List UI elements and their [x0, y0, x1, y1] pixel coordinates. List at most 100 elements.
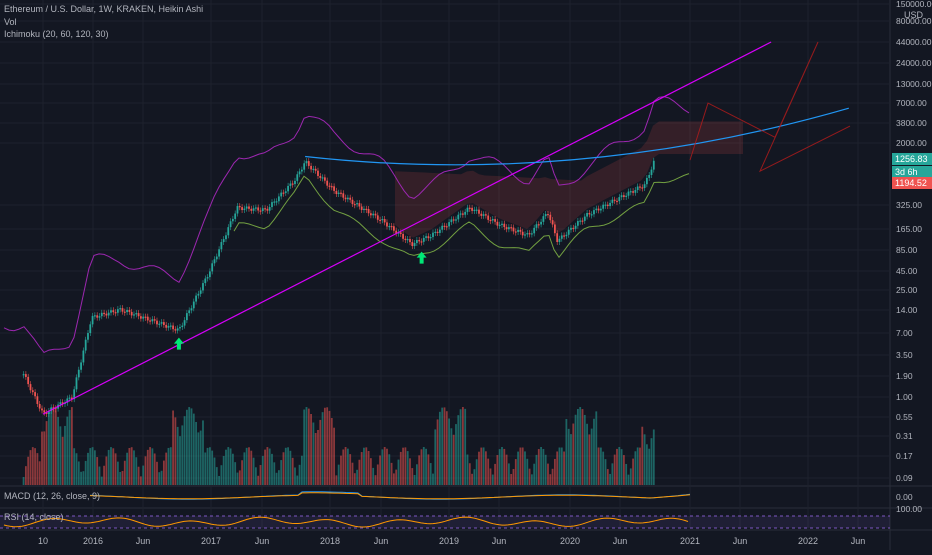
volume-bar — [544, 454, 547, 485]
volume-bar — [259, 465, 262, 485]
volume-legend[interactable]: Vol — [4, 17, 17, 27]
symbol-legend[interactable]: Ethereum / U.S. Dollar, 1W, KRAKEN, Heik… — [4, 4, 204, 14]
candle — [59, 402, 62, 405]
candle — [321, 177, 324, 179]
volume-bar — [448, 418, 450, 485]
candle — [494, 219, 496, 222]
volume-bar — [307, 408, 310, 485]
candle — [105, 313, 108, 316]
candle — [429, 237, 432, 239]
volume-bar — [282, 452, 285, 485]
volume-bar — [61, 436, 64, 485]
candle — [333, 186, 335, 191]
volume-bar — [47, 412, 50, 485]
rsi-legend[interactable]: RSI (14, close) — [4, 512, 64, 522]
candle — [425, 236, 427, 238]
volume-bar — [452, 434, 455, 485]
volume-bar — [356, 469, 358, 485]
volume-bar — [487, 458, 490, 485]
candle — [383, 219, 386, 223]
candle — [524, 234, 526, 236]
volume-bar — [36, 453, 39, 485]
candle — [61, 402, 64, 404]
volume-bar — [220, 465, 223, 485]
candle — [142, 316, 145, 319]
candle — [289, 183, 292, 186]
volume-bar — [413, 474, 416, 485]
volume-bar — [349, 454, 352, 485]
y-tick-label: 150000.00 — [896, 0, 932, 9]
candle — [156, 320, 158, 325]
volume-bar — [386, 448, 388, 485]
volume-bar — [328, 410, 331, 485]
candle — [29, 384, 32, 391]
volume-bar — [397, 459, 400, 485]
candle — [409, 239, 411, 243]
volume-bar — [70, 407, 73, 485]
candle — [264, 208, 266, 210]
candle — [549, 214, 552, 221]
x-tick-label: Jun — [136, 536, 151, 546]
y-tick-label: 325.00 — [896, 200, 922, 210]
volume-bar — [616, 448, 618, 485]
rsi-line — [3, 516, 689, 528]
candle — [307, 161, 310, 166]
volume-bar — [275, 472, 278, 485]
volume-bar — [611, 463, 614, 485]
candle — [119, 308, 122, 310]
candle — [344, 197, 347, 200]
candle — [273, 201, 276, 203]
volume-bar — [418, 455, 421, 485]
candle — [202, 283, 204, 291]
y-tick-label: 85.00 — [896, 245, 918, 255]
volume-bar — [22, 477, 25, 485]
candle — [183, 320, 186, 326]
volume-bar — [38, 461, 41, 485]
volume-bar — [303, 409, 306, 485]
volume-bar — [176, 426, 179, 485]
volume-bar — [314, 432, 317, 485]
volume-bar — [268, 448, 271, 485]
candle — [266, 208, 269, 211]
volume-bar — [625, 463, 628, 485]
volume-bar — [549, 474, 552, 485]
y-tick-label: 1.00 — [896, 392, 913, 402]
volume-bar — [84, 460, 87, 485]
x-tick-label: 2017 — [201, 536, 221, 546]
candle — [317, 170, 319, 176]
candle — [139, 316, 142, 319]
volume-bar — [406, 451, 409, 485]
candle — [340, 192, 342, 194]
volume-bar — [273, 462, 276, 485]
volume-bar — [553, 458, 556, 485]
volume-bar — [264, 449, 266, 485]
candle — [22, 374, 25, 376]
candle — [291, 183, 294, 185]
candle — [478, 209, 480, 214]
candle — [190, 308, 193, 311]
volume-bar — [266, 447, 269, 485]
volume-bar — [284, 447, 287, 485]
ichimoku-legend[interactable]: Ichimoku (20, 60, 120, 30) — [4, 29, 109, 39]
candle — [303, 163, 306, 170]
candle — [353, 204, 356, 206]
macd-legend[interactable]: MACD (12, 26, close, 9) — [4, 491, 101, 501]
candle — [517, 229, 519, 232]
y-tick-label: 0.09 — [896, 473, 913, 483]
candle — [220, 242, 223, 250]
volume-bar — [484, 451, 487, 485]
candle — [441, 225, 444, 230]
candle — [438, 229, 441, 233]
volume-bar — [41, 431, 43, 485]
candle — [461, 213, 464, 215]
candle — [418, 240, 421, 242]
volume-bar — [234, 462, 237, 485]
volume-bar — [627, 474, 630, 485]
volume-bar — [59, 426, 62, 485]
candle — [342, 193, 345, 198]
candle — [526, 233, 529, 235]
y-tick-label: 44000.00 — [896, 37, 932, 47]
candle — [38, 403, 41, 409]
